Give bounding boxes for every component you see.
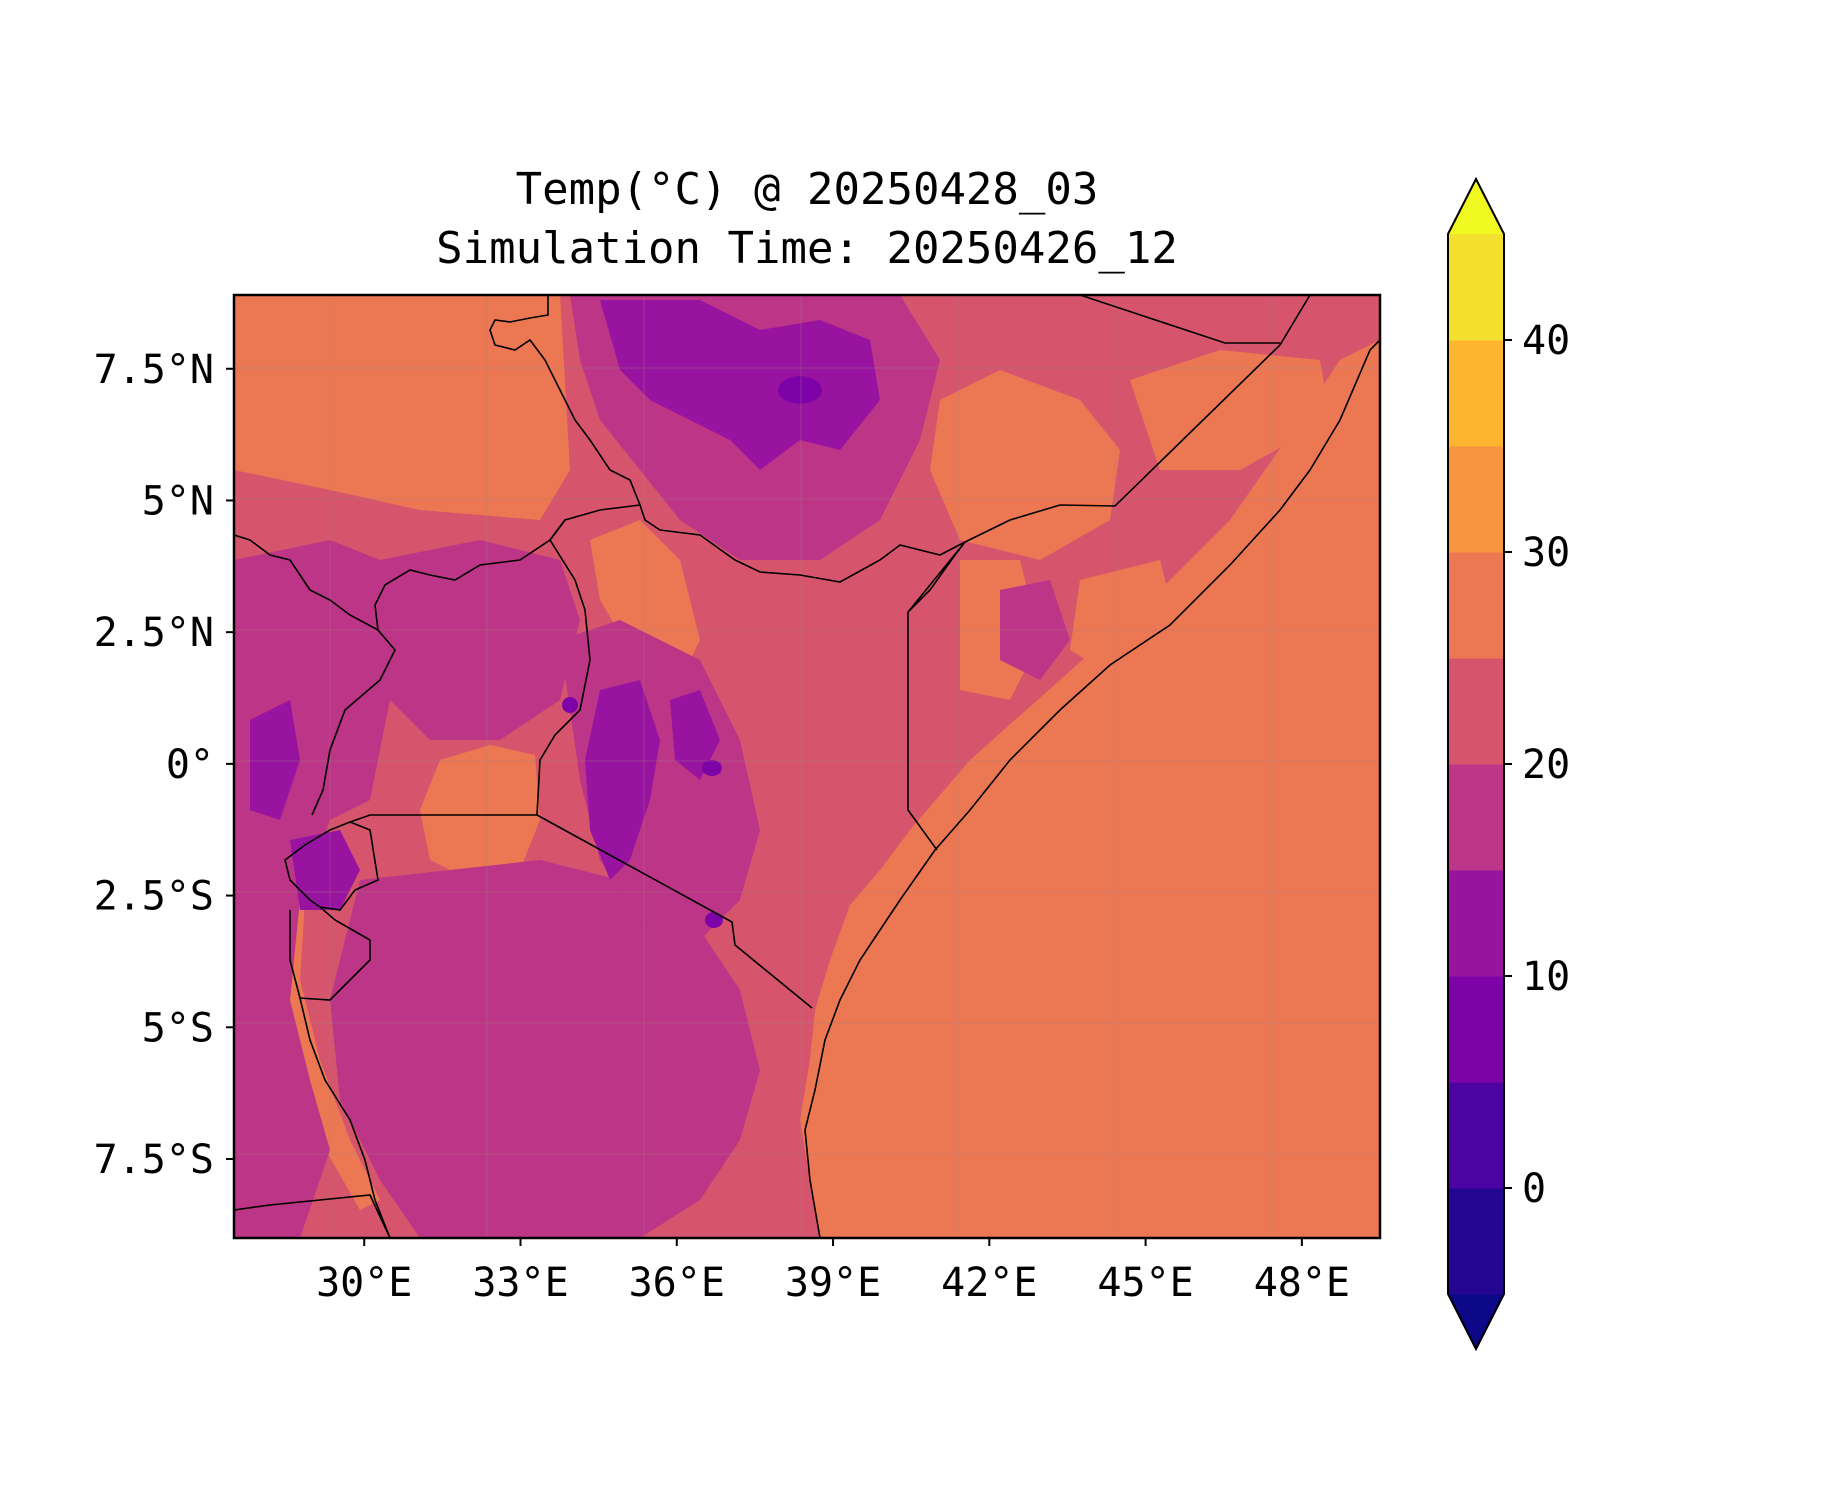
cold-kenya-core-2 xyxy=(670,690,720,780)
border-southsudan-drc xyxy=(234,534,379,631)
border-rwanda-burundi xyxy=(284,821,379,911)
colorbar-outline xyxy=(1447,176,1505,1352)
border-tanzania-kenya xyxy=(536,814,813,1009)
colorbar-tick-label: 40 xyxy=(1522,318,1570,364)
colorbar-band xyxy=(1448,658,1504,765)
x-tick-label: 36°E xyxy=(629,1260,725,1306)
x-tick-label: 33°E xyxy=(472,1260,568,1306)
map-frame xyxy=(232,293,1382,1240)
border-ethiopia-somaliland xyxy=(1079,295,1280,344)
border-kenya-ethiopia xyxy=(639,504,966,583)
cold-rwanda xyxy=(290,830,360,910)
y-tick-label: 5°S xyxy=(142,1005,214,1051)
y-tick-label: 0° xyxy=(166,742,214,788)
cold-kenya-core xyxy=(585,680,660,880)
border-ethiopia-somalia xyxy=(964,295,1311,543)
colorbar-band xyxy=(1448,870,1504,977)
colorbar-under-extension xyxy=(1448,1294,1504,1349)
warm-patch-1 xyxy=(234,295,570,520)
colorbar-band xyxy=(1448,764,1504,871)
cold-drc xyxy=(250,700,300,820)
cool-uganda xyxy=(380,540,580,740)
warm-patch-5 xyxy=(1070,560,1180,680)
colorbar-tick-label: 10 xyxy=(1522,954,1570,1000)
colorbar-tick-label: 20 xyxy=(1522,742,1570,788)
cool-tanzania xyxy=(330,860,760,1238)
peak-elgon xyxy=(562,697,578,713)
border-zambia-malawi xyxy=(234,1194,391,1238)
border-uganda-south-sudan xyxy=(311,519,566,816)
y-tick-label: 2.5°S xyxy=(94,874,214,920)
title-line-1: Temp(°C) @ 20250428_03 xyxy=(515,164,1099,215)
x-tick-label: 45°E xyxy=(1097,1260,1193,1306)
x-tick-label: 39°E xyxy=(785,1260,881,1306)
y-tick-label: 7.5°S xyxy=(94,1137,214,1183)
warm-patch-3 xyxy=(1130,350,1330,470)
x-axis: 30°E 33°E 36°E 39°E 42°E 45°E 48°E xyxy=(316,1238,1350,1306)
colorbar-band xyxy=(1448,446,1504,553)
colorbar-tick-label: 0 xyxy=(1522,1166,1546,1212)
x-tick-label: 30°E xyxy=(316,1260,412,1306)
colorbar-band xyxy=(1448,234,1504,341)
colorbar-band xyxy=(1448,976,1504,1083)
colorbar: 0 10 20 30 40 xyxy=(1447,176,1570,1352)
map-area xyxy=(234,295,1380,1238)
borders xyxy=(234,295,1380,1238)
x-tick-label: 42°E xyxy=(941,1260,1037,1306)
colorbar-tick-label: 30 xyxy=(1522,530,1570,576)
y-tick-label: 7.5°N xyxy=(94,347,214,393)
peak-ethiopia xyxy=(778,376,822,404)
warm-patch-2 xyxy=(930,370,1120,560)
border-tanzania-drc-lake xyxy=(299,997,391,1238)
y-axis: 7.5°N 5°N 2.5°N 0° 2.5°S 5°S 7.5°S xyxy=(94,347,234,1183)
lake-victoria-area xyxy=(420,745,540,880)
y-tick-label: 5°N xyxy=(142,478,214,524)
border-burundi-tanzania xyxy=(289,906,371,1001)
cool-somalia-patch xyxy=(1000,580,1070,680)
colorbar-band xyxy=(1448,1082,1504,1189)
y-tick-label: 2.5°N xyxy=(94,610,214,656)
colorbar-over-extension xyxy=(1448,179,1504,234)
border-southsudan-ethiopia xyxy=(489,295,641,506)
peak-mt-kenya xyxy=(702,760,722,776)
coastline xyxy=(804,339,1380,1238)
border-uganda-kenya xyxy=(536,504,641,816)
cold-ethiopia-core xyxy=(600,300,880,470)
peak-kilimanjaro xyxy=(705,912,723,928)
title-line-2: Simulation Time: 20250426_12 xyxy=(436,223,1178,274)
chart-title: Temp(°C) @ 20250428_03 Simulation Time: … xyxy=(234,160,1380,278)
border-tanzania-uganda xyxy=(349,814,537,823)
colorbar-band xyxy=(1448,552,1504,659)
colorbar-band xyxy=(1448,1188,1504,1295)
colorbar-band xyxy=(1448,340,1504,447)
x-tick-label: 48°E xyxy=(1254,1260,1350,1306)
